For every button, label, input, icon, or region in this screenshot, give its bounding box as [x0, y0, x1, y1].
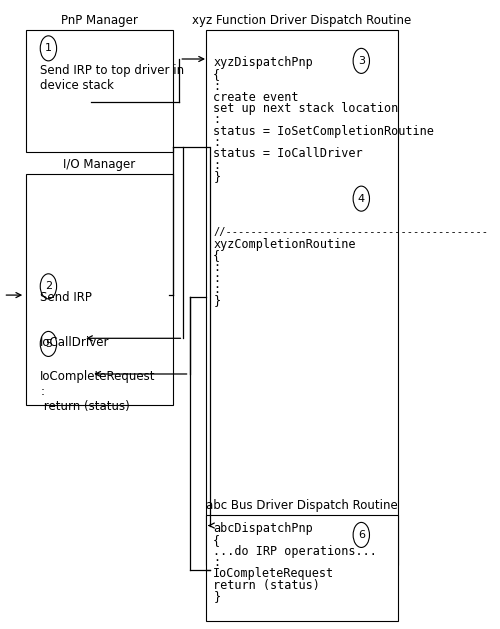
- Text: :: :: [213, 272, 220, 285]
- Text: 3: 3: [358, 56, 365, 66]
- Text: Send IRP: Send IRP: [40, 291, 92, 304]
- Text: :: :: [213, 113, 220, 126]
- Text: }: }: [213, 590, 220, 603]
- Text: :: :: [213, 80, 220, 92]
- Text: xyzCompletionRoutine: xyzCompletionRoutine: [213, 238, 356, 251]
- FancyBboxPatch shape: [26, 174, 173, 405]
- Text: IoCompleteRequest: IoCompleteRequest: [213, 567, 334, 581]
- Text: :: :: [213, 283, 220, 296]
- Text: PnP Manager: PnP Manager: [61, 14, 138, 27]
- Text: status = IoSetCompletionRoutine: status = IoSetCompletionRoutine: [213, 125, 434, 138]
- Text: Send IRP to top driver in
device stack: Send IRP to top driver in device stack: [40, 64, 184, 92]
- FancyBboxPatch shape: [206, 515, 398, 621]
- Text: {: {: [213, 69, 220, 81]
- Text: IoCompleteRequest
:
 return (status): IoCompleteRequest : return (status): [40, 370, 156, 413]
- Text: xyzDispatchPnp: xyzDispatchPnp: [213, 56, 313, 69]
- FancyBboxPatch shape: [206, 30, 398, 565]
- Text: {: {: [213, 249, 220, 262]
- Text: xyz Function Driver Dispatch Routine: xyz Function Driver Dispatch Routine: [192, 14, 412, 27]
- Text: 6: 6: [358, 530, 365, 540]
- Text: I/O Manager: I/O Manager: [64, 158, 136, 171]
- Text: IoCallDriver: IoCallDriver: [40, 336, 110, 349]
- Text: ...do IRP operations...: ...do IRP operations...: [213, 545, 377, 558]
- Text: abcDispatchPnp: abcDispatchPnp: [213, 523, 313, 535]
- Text: :: :: [213, 159, 220, 172]
- Text: }: }: [213, 170, 220, 183]
- Text: 4: 4: [358, 194, 365, 204]
- Text: :: :: [213, 556, 220, 569]
- Text: 1: 1: [45, 43, 52, 53]
- Text: {: {: [213, 533, 220, 547]
- Text: //------------------------------------------: //--------------------------------------…: [213, 227, 488, 237]
- Text: :: :: [213, 136, 220, 149]
- Text: status = IoCallDriver: status = IoCallDriver: [213, 147, 363, 160]
- Text: 5: 5: [45, 339, 52, 349]
- FancyBboxPatch shape: [26, 30, 173, 152]
- Text: 2: 2: [45, 281, 52, 291]
- Text: set up next stack location: set up next stack location: [213, 102, 398, 115]
- Text: create event: create event: [213, 91, 298, 104]
- Text: :: :: [213, 260, 220, 274]
- Text: abc Bus Driver Dispatch Routine: abc Bus Driver Dispatch Routine: [206, 499, 398, 513]
- Text: return (status): return (status): [213, 579, 320, 592]
- Text: }: }: [213, 294, 220, 308]
